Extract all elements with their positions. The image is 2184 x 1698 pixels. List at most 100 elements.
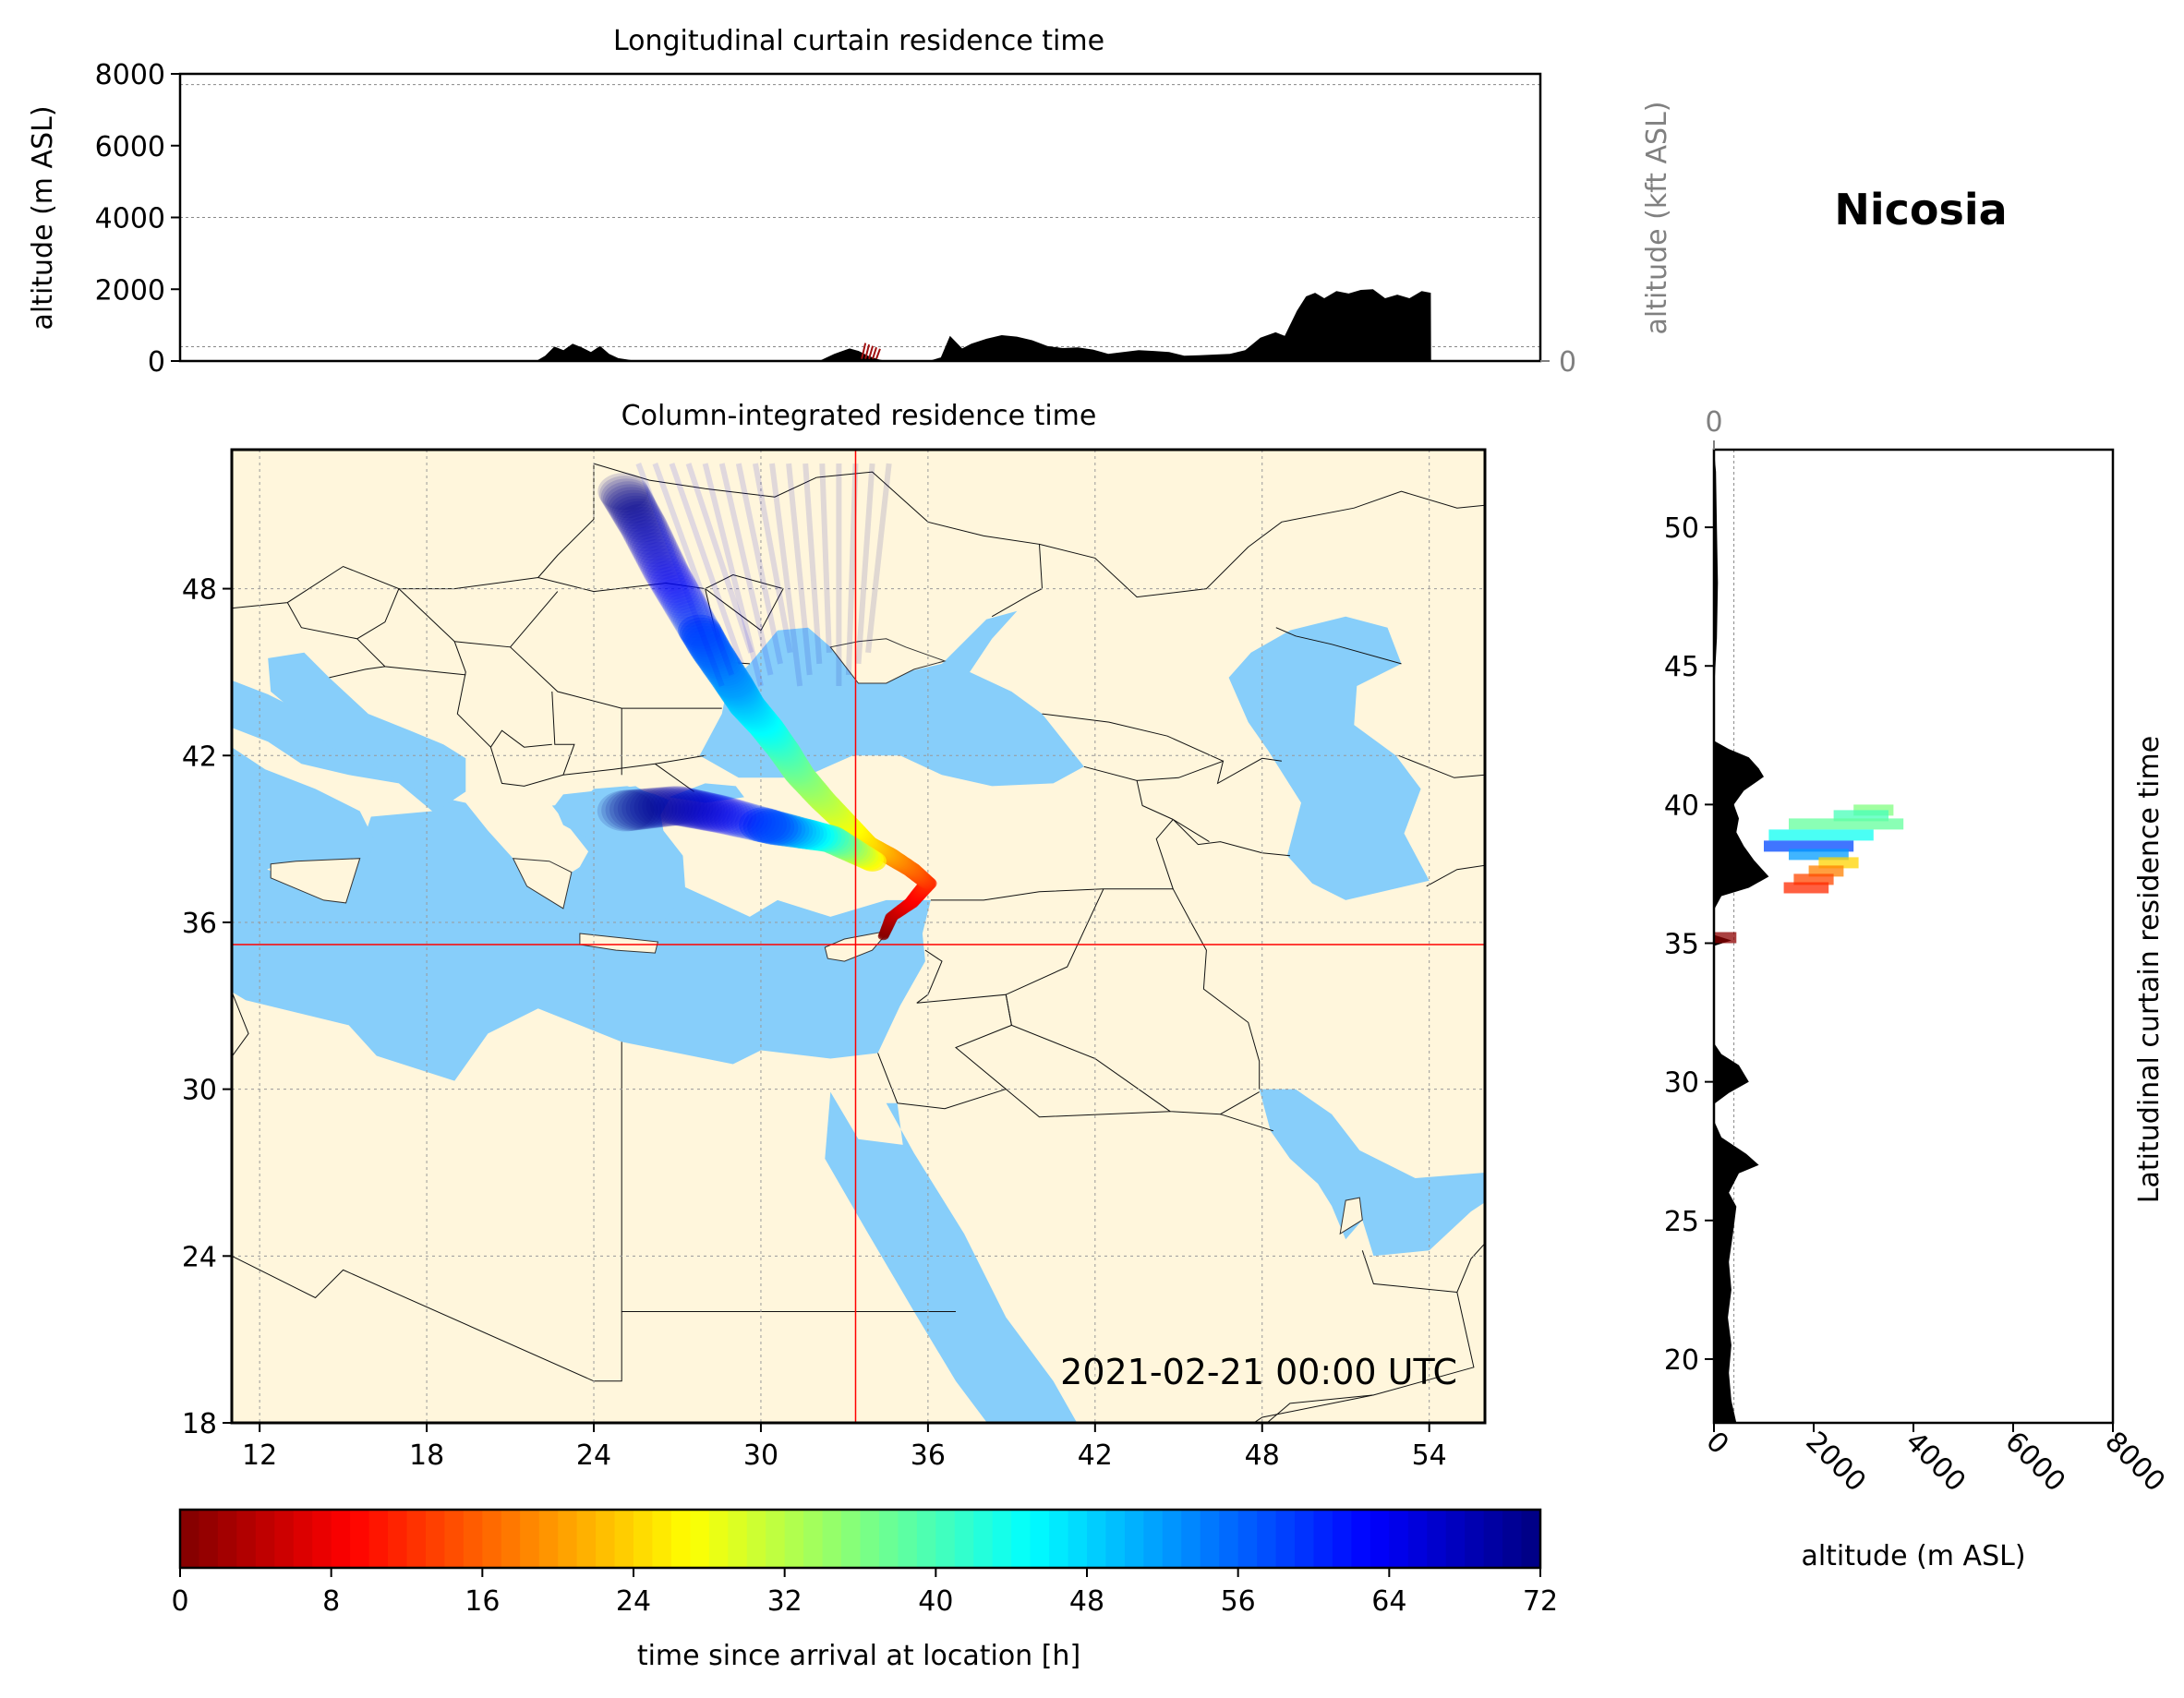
longitudinal-ytick-label: 8000 bbox=[95, 59, 165, 91]
plume-main bbox=[624, 519, 673, 555]
longitudinal-ytick-label: 2000 bbox=[95, 274, 165, 307]
colorbar-cell bbox=[1465, 1510, 1485, 1568]
plume-branch bbox=[718, 801, 768, 838]
residence-time-plume bbox=[597, 463, 937, 941]
border-line bbox=[1039, 490, 1485, 598]
plume-main bbox=[670, 600, 714, 633]
plume-branch bbox=[605, 789, 662, 831]
plume-main bbox=[706, 658, 747, 689]
latitudinal-ytick-label: 45 bbox=[1664, 651, 1699, 683]
border-line bbox=[1275, 627, 1402, 665]
latitudinal-y-ticks: 20 25 30 35 40 45 50 bbox=[1664, 512, 1714, 1377]
plume-main bbox=[711, 666, 752, 696]
plume-branch bbox=[653, 786, 708, 826]
plume-main bbox=[614, 500, 664, 537]
plume-branch bbox=[674, 790, 728, 830]
colorbar-cell bbox=[538, 1510, 559, 1568]
colorbar-cell bbox=[406, 1510, 427, 1568]
tyrrhenian-sea bbox=[232, 747, 377, 884]
colorbar-tick-label: 24 bbox=[616, 1585, 651, 1618]
colorbar-cell bbox=[1181, 1510, 1201, 1568]
border-line bbox=[398, 588, 722, 709]
colorbar-cell bbox=[293, 1510, 313, 1568]
colorbar-cell bbox=[1295, 1510, 1315, 1568]
country-borders bbox=[232, 463, 1485, 1423]
colorbar-tick-label: 64 bbox=[1371, 1585, 1406, 1618]
border-line bbox=[329, 666, 385, 679]
colorbar-cell bbox=[217, 1510, 237, 1568]
plume-main bbox=[691, 636, 734, 668]
longitudinal-residence-mark bbox=[864, 343, 871, 359]
plume-streak bbox=[685, 463, 754, 654]
colorbar-cell bbox=[1521, 1510, 1541, 1568]
plume-main bbox=[634, 538, 682, 573]
longitudinal-residence-mark bbox=[868, 345, 875, 359]
plume-branch bbox=[747, 809, 795, 845]
colorbar-cell bbox=[1332, 1510, 1353, 1568]
persian-gulf bbox=[1259, 1089, 1485, 1257]
plume-main bbox=[641, 551, 689, 586]
latitudinal-grid bbox=[1733, 450, 1735, 1423]
colorbar-cell bbox=[954, 1510, 974, 1568]
colorbar-cell bbox=[841, 1510, 862, 1568]
adriatic-sea bbox=[268, 652, 466, 809]
colorbar-cell bbox=[803, 1510, 824, 1568]
longitudinal-ylabel: altitude (m ASL) bbox=[27, 105, 59, 330]
sardinia-island bbox=[160, 780, 199, 841]
plume-main bbox=[682, 622, 726, 655]
colorbar-cell bbox=[1030, 1510, 1050, 1568]
colorbar-cells bbox=[180, 1510, 1541, 1568]
border-line bbox=[1083, 765, 1174, 820]
plume-main bbox=[622, 516, 671, 552]
plume-main bbox=[709, 663, 751, 693]
plume-main bbox=[633, 536, 681, 571]
map-xtick-label: 42 bbox=[1078, 1439, 1113, 1472]
latitudinal-xtick-label: 6000 bbox=[1998, 1426, 2071, 1499]
plume-streak bbox=[752, 463, 793, 654]
colorbar-cell bbox=[1275, 1510, 1296, 1568]
latitudinal-residence-band bbox=[1789, 818, 1904, 830]
plume-main bbox=[666, 595, 711, 628]
plume-main bbox=[649, 566, 696, 600]
colorbar-cell bbox=[670, 1510, 691, 1568]
map-xtick-label: 36 bbox=[911, 1439, 946, 1472]
latitudinal-x-ticks: 0 2000 4000 6000 8000 bbox=[1699, 1423, 2171, 1499]
longitudinal-residence-mark bbox=[875, 348, 881, 360]
latitudinal-residence-band bbox=[1793, 873, 1834, 885]
latitudinal-residence-band bbox=[1714, 932, 1737, 944]
colorbar-cell bbox=[860, 1510, 880, 1568]
border-line bbox=[1361, 1250, 1457, 1293]
plume-branch bbox=[759, 813, 806, 847]
colorbar-tick-label: 48 bbox=[1069, 1585, 1104, 1618]
colorbar-cell bbox=[916, 1510, 936, 1568]
longitudinal-y-ticks-right: 050100 bbox=[1540, 346, 1576, 379]
plume-main bbox=[644, 558, 692, 592]
colorbar-cell bbox=[1483, 1510, 1503, 1568]
plume-main bbox=[722, 683, 762, 712]
map-xtick-label: 24 bbox=[576, 1439, 611, 1472]
timestamp: 2021-02-21 00:00 UTC bbox=[1060, 1352, 1457, 1392]
longitudinal-panel: Longitudinal curtain residence time 0 200… bbox=[27, 25, 1673, 379]
plume-main bbox=[719, 678, 759, 707]
border-line bbox=[1173, 819, 1210, 843]
colorbar-cell bbox=[766, 1510, 786, 1568]
plume-main bbox=[662, 589, 708, 622]
crete-island bbox=[579, 933, 659, 954]
map-xtick-label: 48 bbox=[1245, 1439, 1280, 1472]
plume-main bbox=[616, 503, 666, 540]
map-title: Column-integrated residence time bbox=[621, 400, 1097, 432]
plume-main bbox=[643, 555, 690, 589]
colorbar-cell bbox=[444, 1510, 465, 1568]
plume-main bbox=[599, 476, 651, 513]
colorbar-cell bbox=[1407, 1510, 1428, 1568]
plume-main bbox=[726, 688, 765, 717]
plume-main bbox=[718, 677, 758, 705]
plume-main bbox=[600, 478, 652, 516]
plume-main bbox=[715, 671, 755, 702]
latitudinal-residence-band bbox=[1783, 882, 1829, 894]
border-line bbox=[1005, 994, 1260, 1115]
border-line bbox=[916, 949, 943, 1004]
colorbar-cell bbox=[558, 1510, 578, 1568]
colorbar-cell bbox=[822, 1510, 842, 1568]
plume-main bbox=[606, 487, 657, 524]
